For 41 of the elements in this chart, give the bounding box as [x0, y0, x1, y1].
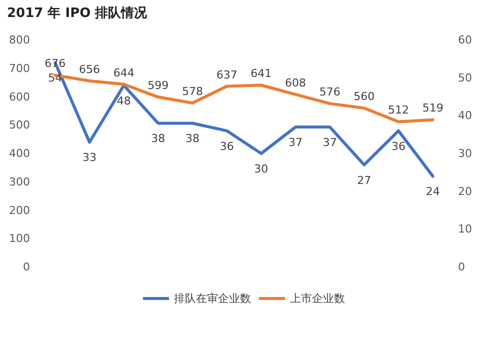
data-label: 644	[113, 66, 134, 80]
y-tick-label: 100	[9, 232, 30, 246]
data-label: 38	[186, 132, 200, 146]
data-label: 37	[288, 136, 302, 150]
y-tick-label: 600	[9, 90, 30, 104]
y2-tick-label: 10	[458, 222, 472, 236]
y2-tick-label: 40	[458, 109, 472, 122]
data-label: 656	[79, 62, 100, 76]
data-label: 599	[148, 79, 169, 92]
y-tick-label: 300	[9, 175, 30, 188]
data-label: 36	[220, 140, 234, 153]
y-tick-label: 500	[9, 118, 30, 132]
y2-tick-label: 30	[458, 147, 472, 160]
y-tick-label: 200	[9, 204, 30, 217]
y-tick-label: 700	[9, 62, 30, 75]
data-label: 519	[422, 102, 444, 115]
y-tick-label: 0	[23, 260, 30, 274]
y-tick-label: 800	[9, 34, 30, 46]
y2-tick-label: 50	[458, 71, 472, 84]
chart-title: 2017 年 IPO 排队情况	[7, 6, 148, 21]
data-label: 27	[357, 174, 372, 187]
legend-label: 上市企业数	[290, 292, 345, 305]
data-label: 641	[250, 67, 272, 80]
data-label: 38	[151, 132, 166, 146]
y2-tick-label: 60	[458, 34, 472, 46]
y2-tick-label: 0	[458, 260, 465, 274]
data-label: 578	[182, 84, 203, 98]
data-label: 608	[285, 76, 306, 90]
data-label: 560	[354, 90, 375, 104]
data-label: 36	[392, 140, 406, 153]
data-label: 576	[319, 86, 340, 99]
data-label: 33	[82, 151, 96, 164]
y2-tick-label: 20	[458, 184, 472, 198]
data-label: 48	[116, 94, 131, 108]
data-label: 37	[322, 136, 337, 150]
legend-label: 排队在审企业数	[174, 292, 251, 305]
data-label: 512	[388, 104, 409, 117]
data-label: 24	[426, 185, 440, 198]
data-label: 637	[216, 68, 238, 82]
y-tick-label: 400	[9, 147, 30, 160]
data-label: 30	[254, 162, 268, 176]
